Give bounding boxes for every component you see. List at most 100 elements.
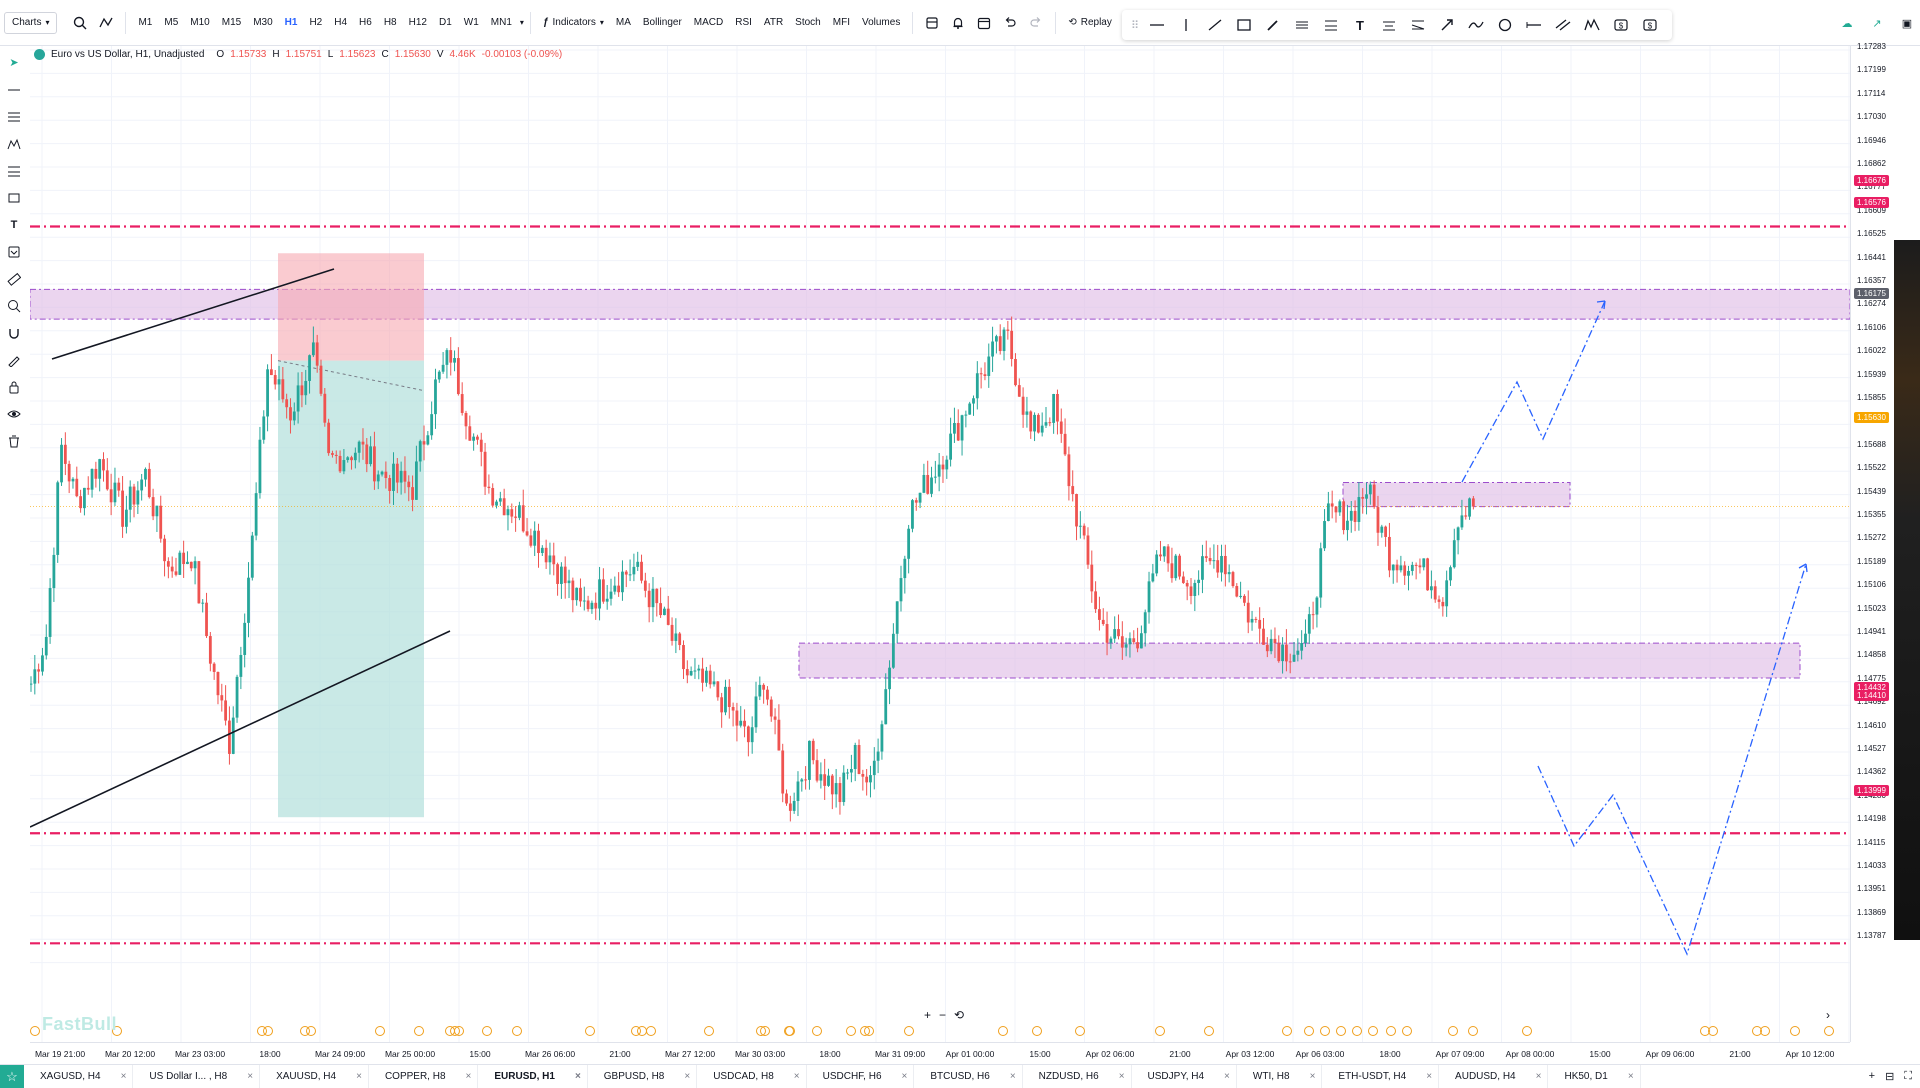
economic-event-icon[interactable] (785, 1026, 795, 1036)
chart-area[interactable] (30, 46, 1850, 1042)
symbol-tab[interactable]: ETH-USDT, H4 × (1322, 1064, 1440, 1088)
economic-event-icon[interactable] (998, 1026, 1008, 1036)
time-axis[interactable]: Mar 19 21:00 Mar 20 12:00 Mar 23 03:00 18:0… (30, 1042, 1850, 1064)
position-tool-icon[interactable] (1, 239, 27, 264)
add-tab-icon[interactable]: + (1868, 1070, 1876, 1082)
economic-event-icon[interactable] (1282, 1026, 1292, 1036)
charts-dropdown[interactable]: Charts ▾ (4, 11, 58, 34)
timeframe-w1[interactable]: W1 (463, 17, 479, 28)
trash-icon[interactable] (1, 428, 27, 453)
shape-tool-icon[interactable] (1, 185, 27, 210)
star-icon[interactable]: ☆ (0, 1064, 24, 1088)
economic-event-icon[interactable] (1824, 1026, 1834, 1036)
indicator-volumes[interactable]: Volumes (861, 17, 901, 28)
layout-icon[interactable] (919, 10, 945, 36)
cloud-icon[interactable]: ☁ (1841, 17, 1853, 30)
gann-icon[interactable] (1404, 12, 1432, 38)
close-icon[interactable]: × (574, 1071, 581, 1082)
close-icon[interactable]: × (901, 1071, 908, 1082)
indicators-button[interactable]: ƒ Indicators ▾ (537, 12, 610, 34)
price-axis[interactable]: 1.17283 1.17199 1.17114 1.17030 1.16946 1.168… (1850, 42, 1920, 1042)
replay-button[interactable]: ⟲ Replay (1062, 12, 1118, 34)
symbol-tab[interactable]: HK50, D1 × (1548, 1064, 1641, 1088)
arrow-icon[interactable] (1433, 12, 1461, 38)
rectangle-icon[interactable] (1230, 12, 1258, 38)
lines-tool-icon[interactable] (1, 104, 27, 129)
search-icon[interactable] (67, 10, 93, 36)
eye-icon[interactable] (1, 401, 27, 426)
trend-line-icon[interactable] (1201, 12, 1229, 38)
long-position-icon[interactable]: $ (1607, 12, 1635, 38)
timeframe-h1[interactable]: H1 (284, 17, 298, 28)
vertical-line-icon[interactable] (1172, 12, 1200, 38)
popout-icon[interactable]: ↗ (1872, 17, 1882, 30)
economic-event-icon[interactable] (1522, 1026, 1532, 1036)
timeframe-mn1[interactable]: MN1 (490, 17, 512, 28)
timeframe-h12[interactable]: H12 (408, 17, 427, 28)
indicator-rsi[interactable]: RSI (735, 17, 752, 28)
economic-event-icon[interactable] (846, 1026, 856, 1036)
timeframe-d1[interactable]: D1 (438, 17, 452, 28)
lock-icon[interactable] (1, 374, 27, 399)
timeframe-m1[interactable]: M1 (138, 17, 153, 28)
calendar-icon[interactable] (971, 10, 997, 36)
economic-event-icon[interactable] (454, 1026, 464, 1036)
symbol-tab[interactable]: GBPUSD, H8 × (588, 1064, 698, 1088)
economic-event-icon[interactable] (512, 1026, 522, 1036)
close-icon[interactable]: × (1535, 1071, 1542, 1082)
horizontal-line-icon[interactable] (1143, 12, 1171, 38)
symbol-tab[interactable]: BTCUSD, H6 × (914, 1064, 1023, 1088)
economic-event-icon[interactable] (306, 1026, 316, 1036)
price-chart[interactable] (30, 46, 1850, 1042)
text-tool-icon[interactable]: T (10, 218, 18, 231)
close-icon[interactable]: × (1627, 1071, 1634, 1082)
channel-icon[interactable] (1288, 12, 1316, 38)
indicator-stoch[interactable]: Stoch (795, 17, 821, 28)
close-icon[interactable]: × (465, 1071, 472, 1082)
close-icon[interactable]: × (247, 1071, 254, 1082)
close-icon[interactable]: × (1009, 1071, 1016, 1082)
short-position-icon[interactable]: $ (1636, 12, 1664, 38)
economic-event-icon[interactable] (414, 1026, 424, 1036)
brush-icon[interactable] (1259, 12, 1287, 38)
close-icon[interactable]: × (120, 1071, 127, 1082)
parallel-channel-icon[interactable] (1549, 12, 1577, 38)
economic-event-icon[interactable] (812, 1026, 822, 1036)
economic-event-icon[interactable] (1320, 1026, 1330, 1036)
cursor-icon[interactable]: ➤ (9, 57, 19, 69)
indicator-bollinger[interactable]: Bollinger (642, 17, 682, 28)
panel-icon[interactable]: ▣ (1901, 17, 1913, 30)
economic-event-icon[interactable] (112, 1026, 122, 1036)
symbol-tab[interactable]: WTI, H8 × (1237, 1064, 1323, 1088)
symbol-tab[interactable]: EURUSD, H1 × (478, 1064, 588, 1088)
zoom-icon[interactable] (1, 293, 27, 318)
symbol-tab[interactable]: US Dollar I... , H8 × (133, 1064, 261, 1088)
symbol-tab[interactable]: XAUUSD, H4 × (260, 1064, 369, 1088)
symbol-tab[interactable]: USDCHF, H6 × (807, 1064, 915, 1088)
symbol-tab[interactable]: USDCAD, H8 × (697, 1064, 807, 1088)
economic-event-icon[interactable] (1402, 1026, 1412, 1036)
symbol-tab[interactable]: XAGUSD, H4 × (24, 1064, 134, 1088)
economic-event-icon[interactable] (30, 1026, 40, 1036)
economic-event-icon[interactable] (1368, 1026, 1378, 1036)
line-tool-icon[interactable] (1, 77, 27, 102)
economic-event-icon[interactable] (1075, 1026, 1085, 1036)
fib-tool-icon[interactable] (1, 158, 27, 183)
drag-handle-icon[interactable]: ⠿ (1130, 19, 1140, 32)
economic-event-icon[interactable] (646, 1026, 656, 1036)
alert-bell-icon[interactable] (945, 10, 971, 36)
chevron-down-icon[interactable]: ▾ (519, 18, 524, 27)
close-icon[interactable]: × (793, 1071, 800, 1082)
symbol-name[interactable]: Euro vs US Dollar, H1, Unadjusted (51, 49, 205, 60)
close-icon[interactable]: × (684, 1071, 691, 1082)
indicator-macd[interactable]: MACD (693, 17, 724, 28)
timeframe-m30[interactable]: M30 (253, 17, 273, 28)
pitchfork-icon[interactable] (1375, 12, 1403, 38)
timeframe-h6[interactable]: H6 (359, 17, 372, 28)
economic-event-icon[interactable] (1352, 1026, 1362, 1036)
close-icon[interactable]: × (1309, 1071, 1316, 1082)
text-icon[interactable]: T (1356, 17, 1364, 33)
economic-event-icon[interactable] (1708, 1026, 1718, 1036)
economic-event-icon[interactable] (1790, 1026, 1800, 1036)
economic-event-icon[interactable] (482, 1026, 492, 1036)
